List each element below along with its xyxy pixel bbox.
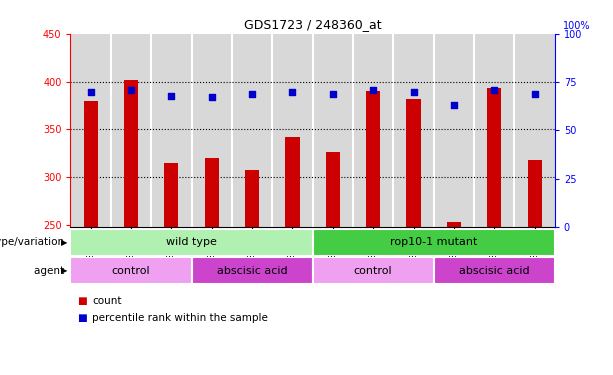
Bar [313,257,434,284]
Point [489,87,499,93]
Bar [366,91,380,227]
Point [247,91,257,97]
Bar [394,34,434,227]
Bar [487,88,501,227]
Text: genotype/variation: genotype/variation [0,237,67,247]
Bar [313,34,353,227]
Point [207,94,216,100]
Point [167,93,177,99]
Bar [433,34,474,227]
Bar [326,152,340,227]
Bar [528,160,542,227]
Bar [434,257,555,284]
Bar [191,34,232,227]
Bar [245,170,259,227]
Point [409,89,419,95]
Text: control: control [112,266,150,276]
Bar [124,80,138,227]
Point [530,91,539,97]
Text: rop10-1 mutant: rop10-1 mutant [390,237,478,247]
Text: ■: ■ [77,313,86,323]
Bar [70,229,313,256]
Text: percentile rank within the sample: percentile rank within the sample [92,313,268,323]
Text: wild type: wild type [166,237,217,247]
Bar [406,99,421,227]
Title: GDS1723 / 248360_at: GDS1723 / 248360_at [244,18,381,31]
Bar [205,158,219,227]
Bar [286,137,300,227]
Text: abscisic acid: abscisic acid [217,266,287,276]
Point [449,102,459,108]
Text: ▶: ▶ [61,238,67,247]
Bar [164,163,178,227]
Point [328,91,338,97]
Bar [151,34,191,227]
Point [368,87,378,93]
Text: ■: ■ [77,296,86,306]
Text: count: count [92,296,121,306]
Bar [191,257,313,284]
Point [86,89,96,95]
Text: control: control [354,266,392,276]
Text: agent: agent [34,266,67,276]
Text: abscisic acid: abscisic acid [459,266,530,276]
Bar [83,100,97,227]
Point [287,89,297,95]
Bar [313,229,555,256]
Bar [474,34,514,227]
Bar [70,257,191,284]
Bar [514,34,555,227]
Bar [70,34,111,227]
Text: 100%: 100% [563,21,590,31]
Point [126,87,136,93]
Bar [353,34,394,227]
Bar [111,34,151,227]
Text: ▶: ▶ [61,266,67,275]
Bar [232,34,272,227]
Bar [272,34,313,227]
Bar [447,222,461,227]
